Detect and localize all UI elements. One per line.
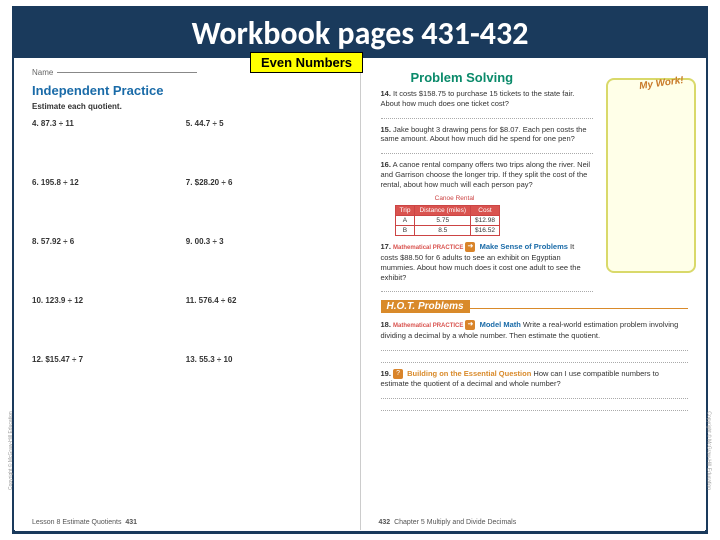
- problem-16: 16. A canoe rental company offers two tr…: [381, 160, 594, 189]
- problem-11: 11. 576.4 ÷ 62: [186, 296, 340, 305]
- hot-problems-header: H.O.T. Problems: [381, 300, 689, 316]
- problem-18: 18. Mathematical PRACTICE ➜ Model Math W…: [381, 320, 689, 363]
- problem-19: 19. ? Building on the Essential Question…: [381, 369, 689, 411]
- problem-row: 6. 195.8 ÷ 12 7. $28.20 ÷ 6: [32, 178, 340, 187]
- problem-7: 7. $28.20 ÷ 6: [186, 178, 340, 187]
- problem-4: 4. 87.3 ÷ 11: [32, 119, 186, 128]
- title-banner: Workbook pages 431-432: [15, 8, 705, 58]
- page-432: Copyright © McGraw-Hill Education My Wor…: [361, 58, 707, 530]
- lesson-footer: Lesson 8 Estimate Quotients 431: [32, 519, 137, 526]
- arrow-icon: ➜: [465, 320, 475, 330]
- problem-row: 10. 123.9 ÷ 12 11. 576.4 ÷ 62: [32, 296, 340, 305]
- canoe-h1: Trip: [395, 206, 415, 216]
- instruction-text: Estimate each quotient.: [32, 102, 340, 111]
- copyright-side-right: Copyright © McGraw-Hill Education: [706, 411, 712, 490]
- problem-6: 6. 195.8 ÷ 12: [32, 178, 186, 187]
- name-underline: [57, 72, 197, 73]
- title-text: Workbook pages 431-432: [192, 14, 529, 53]
- copyright-side: Copyright © McGraw-Hill Education: [8, 411, 14, 490]
- question-icon: ?: [393, 369, 403, 379]
- canoe-h2: Distance (miles): [415, 206, 471, 216]
- problem-row: 12. $15.47 ÷ 7 13. 55.3 ÷ 10: [32, 355, 340, 364]
- my-work-box: My Work!: [606, 78, 696, 273]
- even-numbers-tag: Even Numbers: [250, 52, 363, 73]
- problem-13: 13. 55.3 ÷ 10: [186, 355, 340, 364]
- right-content: Problem Solving 14. It costs $158.75 to …: [381, 70, 594, 292]
- canoe-table: Trip Distance (miles) Cost A5.75$12.98 B…: [395, 205, 500, 236]
- problem-row: 4. 87.3 ÷ 11 5. 44.7 ÷ 5: [32, 119, 340, 128]
- problem-row: 8. 57.92 ÷ 6 9. 00.3 ÷ 3: [32, 237, 340, 246]
- problem-5: 5. 44.7 ÷ 5: [186, 119, 340, 128]
- problem-solving-header: Problem Solving: [381, 70, 594, 85]
- canoe-title: Canoe Rental: [395, 195, 515, 202]
- page-431: Copyright © McGraw-Hill Education Name I…: [14, 58, 361, 530]
- independent-practice-header: Independent Practice: [32, 83, 340, 98]
- problem-8: 8. 57.92 ÷ 6: [32, 237, 186, 246]
- hot-label: H.O.T. Problems: [381, 300, 470, 313]
- problem-14: 14. It costs $158.75 to purchase 15 tick…: [381, 89, 594, 119]
- canoe-h3: Cost: [471, 206, 500, 216]
- problem-12: 12. $15.47 ÷ 7: [32, 355, 186, 364]
- page-footer-right: 432 Chapter 5 Multiply and Divide Decima…: [379, 519, 517, 526]
- problem-15: 15. Jake bought 3 drawing pens for $8.07…: [381, 125, 594, 155]
- problem-10: 10. 123.9 ÷ 12: [32, 296, 186, 305]
- problem-17: 17. Mathematical PRACTICE ➜ Make Sense o…: [381, 242, 594, 292]
- arrow-icon: ➜: [465, 242, 475, 252]
- workbook-pages: Copyright © McGraw-Hill Education Name I…: [14, 58, 706, 530]
- name-label: Name: [32, 68, 53, 77]
- my-work-label: My Work!: [639, 75, 685, 92]
- problem-9: 9. 00.3 ÷ 3: [186, 237, 340, 246]
